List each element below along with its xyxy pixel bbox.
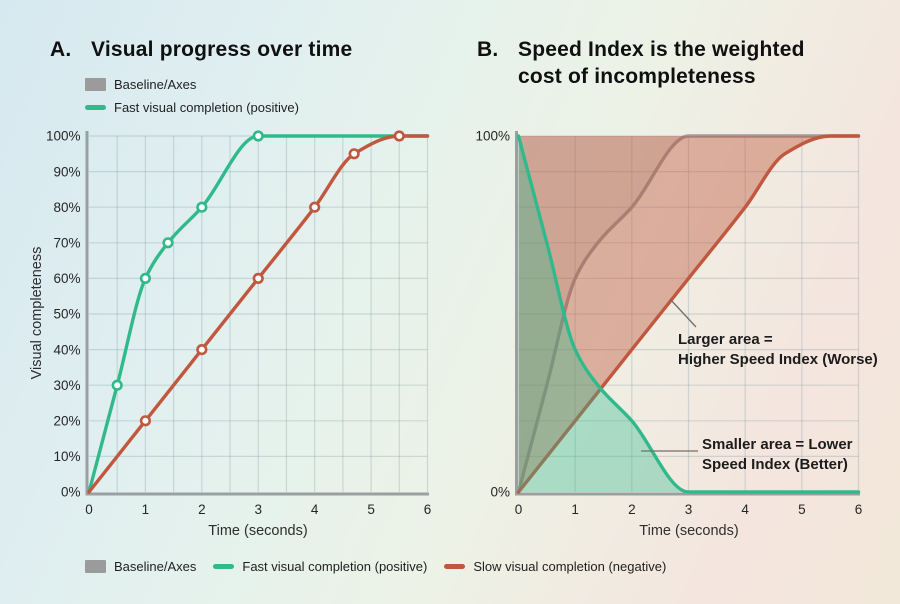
annotation-connector-line-larger bbox=[669, 298, 697, 328]
line-path bbox=[516, 134, 861, 494]
x-tick-label: 6 bbox=[424, 502, 432, 517]
y-tick-label: 100% bbox=[475, 129, 510, 144]
gridlines bbox=[89, 135, 429, 492]
x-tick-label: 3 bbox=[254, 502, 262, 517]
legend-label-baseline: Baseline/Axes bbox=[114, 77, 197, 92]
x-tick-label: 2 bbox=[628, 502, 636, 517]
legend-label-baseline: Baseline/Axes bbox=[114, 559, 197, 574]
green-line-swatch bbox=[213, 564, 235, 569]
legend-item-baseline: Baseline/Axes bbox=[85, 559, 196, 574]
data-point-marker bbox=[162, 237, 174, 249]
data-point-marker bbox=[196, 344, 208, 356]
x-tick-label: 4 bbox=[741, 502, 749, 517]
data-point-marker bbox=[252, 130, 264, 142]
legend-label-slow: Slow visual completion (negative) bbox=[473, 559, 667, 574]
series-slow-visual-completion-negative bbox=[87, 130, 430, 494]
data-point-marker bbox=[139, 272, 152, 285]
gray-rect-swatch bbox=[85, 560, 106, 573]
x-axis-title-a: Time (seconds) bbox=[208, 523, 308, 539]
x-tick-label: 4 bbox=[311, 502, 319, 517]
annotation-smaller-line2: Speed Index (Better) bbox=[702, 455, 848, 473]
panel-b-title-line2: cost of incompleteness bbox=[518, 65, 756, 88]
x-tick-label: 1 bbox=[571, 502, 579, 517]
x-axis-title-b: Time (seconds) bbox=[639, 523, 739, 539]
annotation-larger-line2: Higher Speed Index (Worse) bbox=[678, 350, 878, 368]
data-point-marker bbox=[252, 272, 264, 285]
series-fast-visual-completion-positive bbox=[87, 130, 430, 494]
line-path bbox=[516, 134, 861, 494]
x-tick-label: 5 bbox=[367, 502, 375, 517]
chart-visual-progress: 0 1 2 3 4 5 60%10%20%30%40%50%60%70%80%90%100% bbox=[46, 129, 431, 517]
annotation-connectors bbox=[641, 298, 698, 452]
y-tick-label: 60% bbox=[53, 271, 80, 286]
panel-a-label: A. bbox=[50, 38, 72, 61]
y-tick-label: 10% bbox=[53, 449, 80, 464]
green-line-swatch bbox=[85, 105, 106, 110]
y-tick-label: 100% bbox=[46, 129, 81, 144]
bottom-legend: Baseline/Axes Fast visual completion (po… bbox=[85, 559, 666, 574]
panel-b-title-text: Speed Index is the weighted cost of inco… bbox=[518, 36, 805, 90]
legend-item-slow: Slow visual completion (negative) bbox=[444, 559, 666, 574]
red-line-swatch bbox=[444, 564, 466, 569]
y-tick-label: 70% bbox=[53, 236, 80, 251]
x-tick-label: 6 bbox=[855, 502, 863, 517]
data-point-marker bbox=[139, 415, 152, 427]
data-point-marker bbox=[111, 379, 123, 391]
panel-b-title-line1: Speed Index is the weighted bbox=[518, 38, 805, 61]
chart-speed-index: 0 1 2 3 4 5 6 0% 100% bbox=[475, 129, 862, 517]
y-axis-title-a: Visual completeness bbox=[29, 246, 45, 380]
legend-item-baseline: Baseline/Axes bbox=[85, 77, 299, 92]
tick-labels: 0 1 2 3 4 5 60%10%20%30%40%50%60%70%80%90%100% bbox=[46, 129, 431, 517]
y-tick-label: 30% bbox=[53, 378, 80, 393]
panel-a-title: A. Visual progress over time bbox=[50, 36, 352, 63]
y-tick-label: 40% bbox=[53, 342, 80, 357]
data-point-marker bbox=[393, 130, 405, 142]
tick-labels: 0 1 2 3 4 5 6 0% 100% bbox=[475, 129, 862, 517]
area-fill bbox=[518, 136, 859, 492]
legend-label-fast: Fast visual completion (positive) bbox=[114, 100, 299, 115]
legend-item-fast: Fast visual completion (positive) bbox=[85, 100, 299, 115]
series-slow-visual-completion-negative bbox=[516, 134, 861, 494]
x-tick-label: 5 bbox=[798, 502, 806, 517]
y-tick-label: 80% bbox=[53, 200, 80, 215]
panel-a-title-text: Visual progress over time bbox=[91, 38, 353, 61]
annotation-larger-area: Larger area = Higher Speed Index (Worse) bbox=[678, 330, 878, 369]
gray-rect-swatch bbox=[85, 78, 106, 91]
x-tick-label: 0 bbox=[515, 502, 523, 517]
panel-a-legend: Baseline/Axes Fast visual completion (po… bbox=[85, 77, 299, 115]
area-fill bbox=[518, 136, 859, 492]
y-tick-label: 50% bbox=[53, 307, 80, 322]
panel-b-title: B. Speed Index is the weighted cost of i… bbox=[477, 36, 805, 90]
series-baseline-axes-fast-completion-reference bbox=[516, 134, 861, 494]
x-tick-label: 1 bbox=[142, 502, 150, 517]
data-point-marker bbox=[348, 148, 360, 160]
area-fill bbox=[518, 136, 859, 492]
y-tick-label: 0% bbox=[490, 485, 510, 500]
x-tick-label: 2 bbox=[198, 502, 206, 517]
series-fast-visual-completion-incompleteness-100-fast bbox=[516, 134, 861, 494]
line-path bbox=[516, 134, 861, 494]
annotation-smaller-area: Smaller area = Lower Speed Index (Better… bbox=[702, 435, 853, 474]
x-tick-label: 0 bbox=[85, 502, 93, 517]
panel-b-label: B. bbox=[477, 38, 499, 61]
legend-label-fast: Fast visual completion (positive) bbox=[242, 559, 428, 574]
y-tick-label: 0% bbox=[61, 485, 81, 500]
data-point-marker bbox=[309, 201, 321, 213]
annotation-larger-line1: Larger area = bbox=[678, 331, 773, 348]
data-point-marker bbox=[196, 201, 208, 213]
y-tick-label: 90% bbox=[53, 164, 80, 179]
x-tick-label: 3 bbox=[685, 502, 693, 517]
annotation-smaller-line1: Smaller area = Lower bbox=[702, 436, 853, 453]
legend-item-fast: Fast visual completion (positive) bbox=[213, 559, 427, 574]
y-tick-label: 20% bbox=[53, 414, 80, 429]
